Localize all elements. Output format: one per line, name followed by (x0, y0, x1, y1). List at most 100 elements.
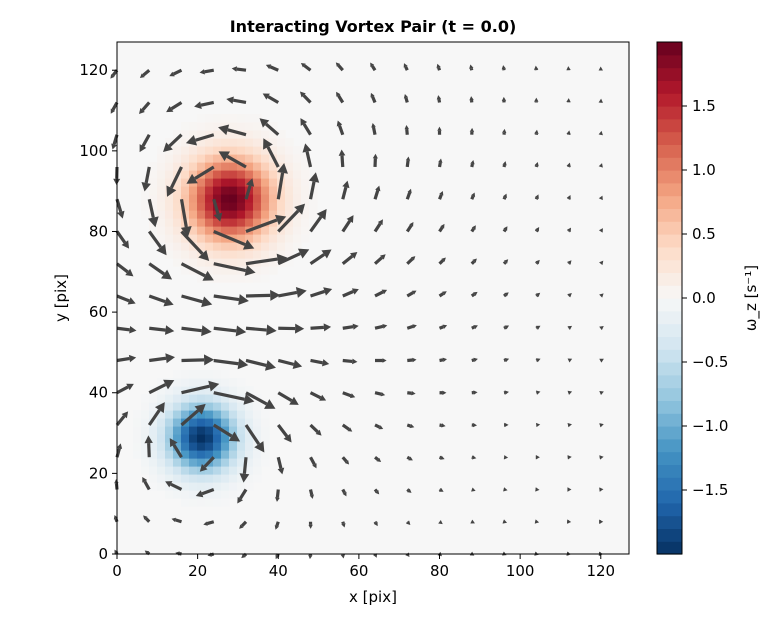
velocity-arrow (180, 262, 214, 281)
heatmap-cell (157, 418, 166, 427)
heatmap-cell (181, 242, 190, 251)
heatmap-cell (237, 450, 246, 459)
heatmap-cell (157, 450, 166, 459)
heatmap-cell (245, 202, 254, 211)
velocity-arrow (567, 487, 572, 492)
heatmap-cell (157, 218, 166, 227)
heatmap-cell (261, 226, 270, 235)
heatmap-cell (205, 130, 214, 139)
velocity-arrow (245, 391, 276, 409)
heatmap-cell (173, 418, 182, 427)
heatmap-cell (269, 250, 278, 259)
velocity-arrow (406, 290, 417, 298)
heatmap-cell (165, 458, 174, 467)
heatmap-cell (229, 130, 238, 139)
velocity-arrow (336, 91, 345, 104)
heatmap-cell (157, 458, 166, 467)
x-axis-label: x [pix] (349, 588, 397, 606)
velocity-arrow (308, 521, 313, 529)
heatmap-cell (165, 162, 174, 171)
velocity-arrow (142, 476, 151, 491)
heatmap-cell (205, 210, 214, 219)
heatmap-cell (181, 202, 190, 211)
heatmap-cell (261, 426, 270, 435)
heatmap-cell (197, 218, 206, 227)
heatmap-cell (245, 234, 254, 243)
heatmap-cell (269, 122, 278, 131)
velocity-arrow (406, 256, 416, 265)
heatmap-cell (165, 490, 174, 499)
heatmap-cell (141, 450, 150, 459)
velocity-arrow (436, 63, 442, 71)
heatmap-cell (277, 146, 286, 155)
velocity-arrow (274, 521, 280, 530)
heatmap-cell (213, 170, 222, 179)
heatmap-cell (245, 458, 254, 467)
heatmap-cell (309, 194, 318, 203)
heatmap-cell (213, 146, 222, 155)
heatmap-cell (285, 146, 294, 155)
velocity-arrow (110, 69, 119, 79)
y-axis-ticks: 0 20 40 60 80 100 120 (79, 61, 117, 563)
heatmap-cell (237, 146, 246, 155)
heatmap-cell (213, 186, 222, 195)
heatmap-cell (245, 402, 254, 411)
heatmap-cell (149, 226, 158, 235)
heatmap-cell (309, 210, 318, 219)
heatmap-cell (173, 250, 182, 259)
heatmap-cell (213, 418, 222, 427)
colorbar-band (657, 131, 682, 145)
heatmap-cell (205, 186, 214, 195)
heatmap-cell (197, 146, 206, 155)
velocity-arrow (218, 124, 247, 137)
velocity-arrow (471, 390, 478, 395)
x-tick-label: 100 (506, 562, 535, 580)
heatmap-cell (229, 178, 238, 187)
heatmap-cell (157, 202, 166, 211)
colorbar-band (657, 387, 682, 401)
heatmap-cell (205, 370, 214, 379)
velocity-arrow (370, 62, 377, 72)
heatmap-cell (165, 242, 174, 251)
heatmap-cell (229, 426, 238, 435)
heatmap-cell (221, 226, 230, 235)
heatmap-cell (213, 218, 222, 227)
heatmap-cell (149, 178, 158, 187)
heatmap-cell (149, 426, 158, 435)
heatmap-cell (237, 386, 246, 395)
heatmap-cell (293, 194, 302, 203)
heatmap-cell (181, 162, 190, 171)
heatmap-cell (253, 186, 262, 195)
colorbar-tick-label: 1.5 (692, 97, 716, 115)
heatmap-cell (221, 482, 230, 491)
heatmap-cell (133, 450, 142, 459)
heatmap-cell (229, 162, 238, 171)
heatmap-cell (205, 154, 214, 163)
heatmap-cell (253, 410, 262, 419)
colorbar-band (657, 246, 682, 261)
velocity-arrow (503, 487, 508, 492)
velocity-arrow (502, 226, 508, 233)
velocity-arrow (169, 68, 183, 77)
heatmap-cell (197, 266, 206, 275)
heatmap-cell (149, 170, 158, 179)
heatmap-cell (229, 210, 238, 219)
colorbar-band (657, 323, 682, 337)
heatmap-cell (141, 194, 150, 203)
heatmap-cell (245, 442, 254, 451)
heatmap-cell (213, 466, 222, 475)
heatmap-cell (269, 234, 278, 243)
velocity-arrow (166, 166, 183, 197)
heatmap-cell (173, 450, 182, 459)
heatmap-cell (213, 386, 222, 395)
colorbar-band (657, 374, 682, 389)
velocity-arrow (598, 130, 603, 136)
velocity-arrow (245, 214, 287, 233)
velocity-arrow (374, 323, 388, 330)
velocity-arrow (181, 294, 213, 308)
velocity-arrow (470, 192, 476, 200)
heatmap-cell (213, 266, 222, 275)
velocity-arrow (503, 292, 509, 298)
velocity-arrow (309, 456, 317, 469)
velocity-arrow (341, 423, 353, 432)
